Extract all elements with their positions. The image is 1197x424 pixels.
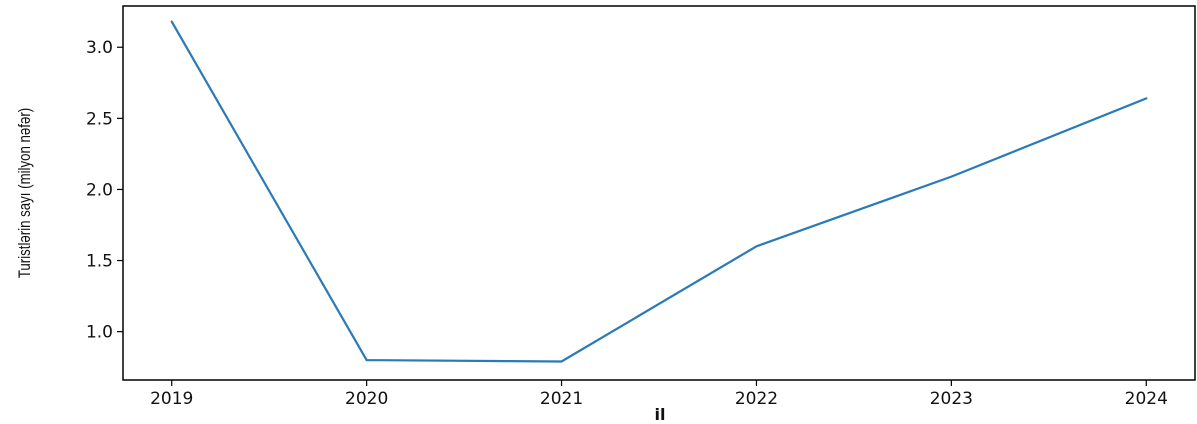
series-layer [170, 20, 1148, 363]
x-tick-label: 2023 [930, 389, 973, 409]
y-tick-label: 3.0 [86, 38, 113, 58]
y-tick-label: 2.0 [86, 180, 113, 200]
data-point [755, 245, 757, 247]
y-tick-label: 1.0 [86, 323, 113, 343]
data-point [366, 359, 368, 361]
x-tick-label: 2022 [735, 389, 778, 409]
data-point [171, 21, 173, 23]
data-point [950, 176, 952, 178]
data-point [561, 361, 563, 363]
y-tick-label: 1.5 [86, 252, 113, 272]
series-line [170, 20, 1148, 363]
y-axis-title: Turistlərin sayı (milyon nəfər) [16, 108, 35, 278]
plot-frame [122, 5, 1196, 381]
x-tick-label: 2020 [345, 389, 388, 409]
y-tick-label: 2.5 [86, 109, 113, 129]
x-tick-label: 2019 [150, 389, 193, 409]
x-axis-ticks: 2019 2020 2021 2022 2023 2024 [150, 380, 1168, 409]
x-tick-label: 2024 [1125, 389, 1168, 409]
data-point [1145, 97, 1147, 99]
x-tick-label: 2021 [540, 389, 583, 409]
y-axis-ticks: 1.0 1.5 2.0 2.5 3.0 [86, 38, 123, 343]
x-axis-title: il [655, 405, 666, 424]
plot-area-border [122, 5, 1196, 381]
